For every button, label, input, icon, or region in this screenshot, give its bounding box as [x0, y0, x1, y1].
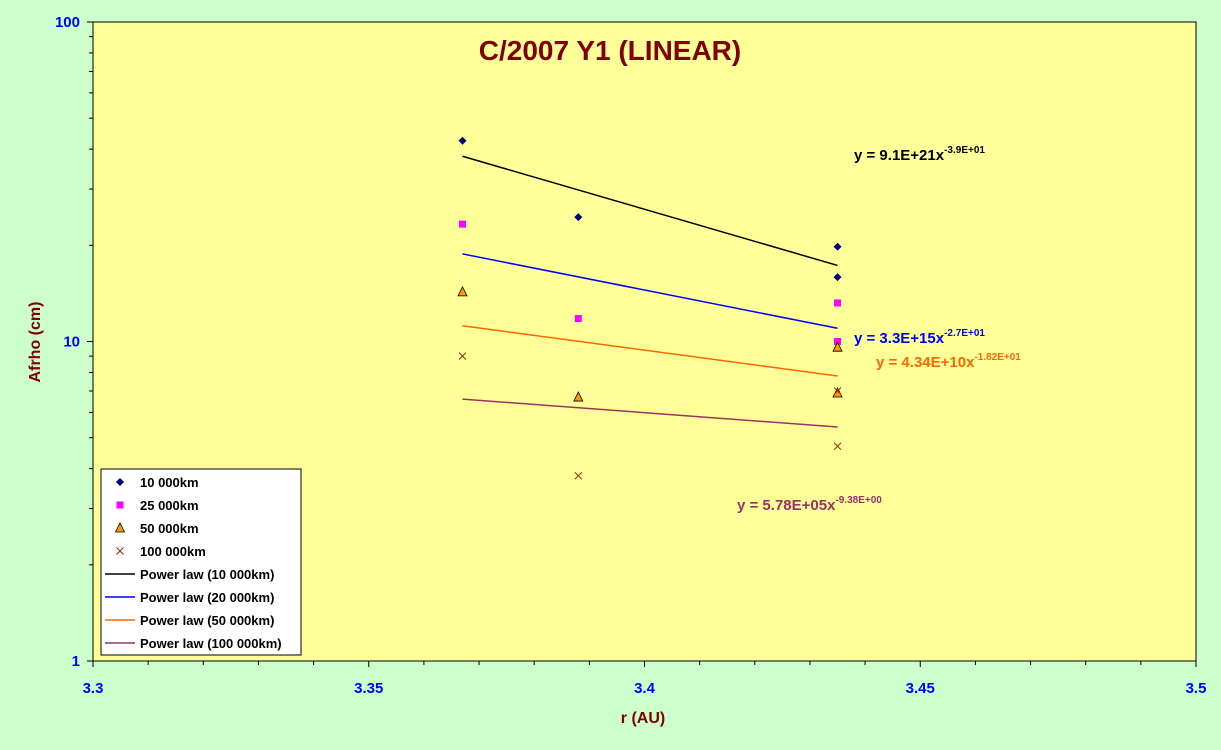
trendline [462, 325, 838, 377]
legend: 10 000km 25 000km 50 000km 100 000km Power l… [100, 468, 302, 656]
chart-title: C/2007 Y1 (LINEAR) [479, 35, 741, 66]
y-tick-label: 10 [63, 334, 80, 351]
data-points [457, 136, 843, 480]
legend-items: 10 000km 25 000km 50 000km 100 000km Power l… [105, 475, 282, 651]
legend-label: 50 000km [140, 521, 199, 536]
x-tick-label: 3.4 [634, 680, 656, 697]
x-tick-labels: 3.3 3.35 3.4 3.45 3.5 [83, 680, 1207, 697]
data-point-diamond [116, 478, 124, 486]
trendline-equations: y = 9.1E+21x-3.9E+01 y = 3.3E+15x-2.7E+01… [737, 145, 1021, 514]
data-point-triangle [832, 387, 843, 398]
data-point-triangle [114, 522, 126, 533]
data-point-x [116, 547, 124, 555]
y-axis-label: Afrho (cm) [27, 302, 44, 383]
data-point-square [834, 299, 842, 307]
trendline-equation: y = 3.3E+15x-2.7E+01 [854, 328, 985, 347]
x-axis-label: r (AU) [621, 710, 665, 727]
trendline [462, 253, 838, 330]
legend-label: Power law (20 000km) [140, 590, 274, 605]
x-tick-label: 3.5 [1186, 680, 1207, 697]
y-tick-label: 100 [55, 14, 80, 31]
legend-label: 25 000km [140, 498, 199, 513]
data-point-square [459, 220, 467, 228]
legend-label: Power law (100 000km) [140, 636, 282, 651]
trendline-equation: y = 4.34E+10x-1.82E+01 [876, 352, 1021, 371]
trendline-equation: y = 9.1E+21x-3.9E+01 [854, 145, 985, 164]
data-point-triangle [457, 285, 468, 297]
legend-label: Power law (50 000km) [140, 613, 274, 628]
data-point-x [458, 352, 467, 360]
data-point-square [574, 315, 582, 323]
data-point-square [116, 501, 124, 509]
data-point-triangle [832, 341, 843, 352]
axis-ticks [87, 21, 1197, 667]
x-tick-label: 3.35 [354, 680, 383, 697]
data-point-x [574, 471, 583, 480]
legend-label: 100 000km [140, 544, 206, 559]
trendline [462, 155, 838, 267]
legend-label: Power law (10 000km) [140, 567, 274, 582]
data-point-diamond [574, 213, 583, 222]
trendline-equation: y = 5.78E+05x-9.38E+00 [737, 495, 882, 514]
data-point-x [833, 387, 842, 395]
legend-box [100, 468, 302, 656]
trendline [462, 398, 838, 428]
data-point-diamond [833, 242, 842, 251]
data-point-x [833, 442, 842, 451]
x-tick-label: 3.45 [906, 680, 935, 697]
data-point-triangle [573, 391, 584, 402]
legend-label: 10 000km [140, 475, 199, 490]
trendlines [462, 155, 838, 428]
data-point-diamond [833, 273, 842, 282]
data-point-diamond [458, 136, 467, 145]
x-tick-label: 3.3 [83, 680, 104, 697]
y-tick-labels: 1 10 100 [55, 14, 80, 670]
y-tick-label: 1 [72, 653, 80, 670]
